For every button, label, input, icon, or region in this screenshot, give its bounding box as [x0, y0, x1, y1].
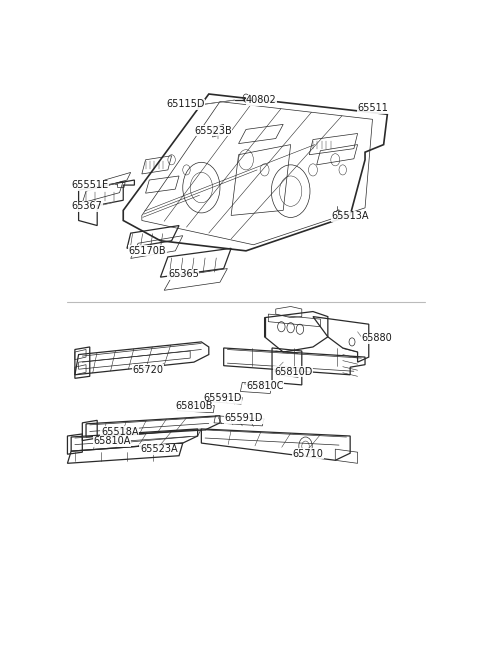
Text: 65551E: 65551E	[71, 180, 108, 190]
Text: 65810A: 65810A	[94, 436, 131, 446]
Text: 65365: 65365	[168, 269, 199, 279]
Text: 65518A: 65518A	[101, 427, 138, 437]
Text: 65710: 65710	[292, 449, 324, 459]
Text: 65513A: 65513A	[332, 212, 369, 221]
Text: 65880: 65880	[361, 333, 392, 344]
Text: 65523A: 65523A	[140, 444, 178, 454]
Text: 65720: 65720	[132, 365, 164, 374]
Text: 40802: 40802	[246, 95, 277, 105]
Text: 65810C: 65810C	[246, 381, 284, 391]
Text: 65523B: 65523B	[194, 126, 232, 136]
Text: 65591D: 65591D	[203, 393, 242, 403]
Text: 65810D: 65810D	[274, 367, 312, 376]
Text: 65170B: 65170B	[129, 246, 167, 256]
Text: 65511: 65511	[358, 103, 388, 113]
Text: 65591D: 65591D	[225, 413, 264, 423]
Text: 65367: 65367	[71, 201, 102, 212]
Text: 65115D: 65115D	[166, 99, 204, 109]
Text: 65810B: 65810B	[175, 401, 213, 411]
